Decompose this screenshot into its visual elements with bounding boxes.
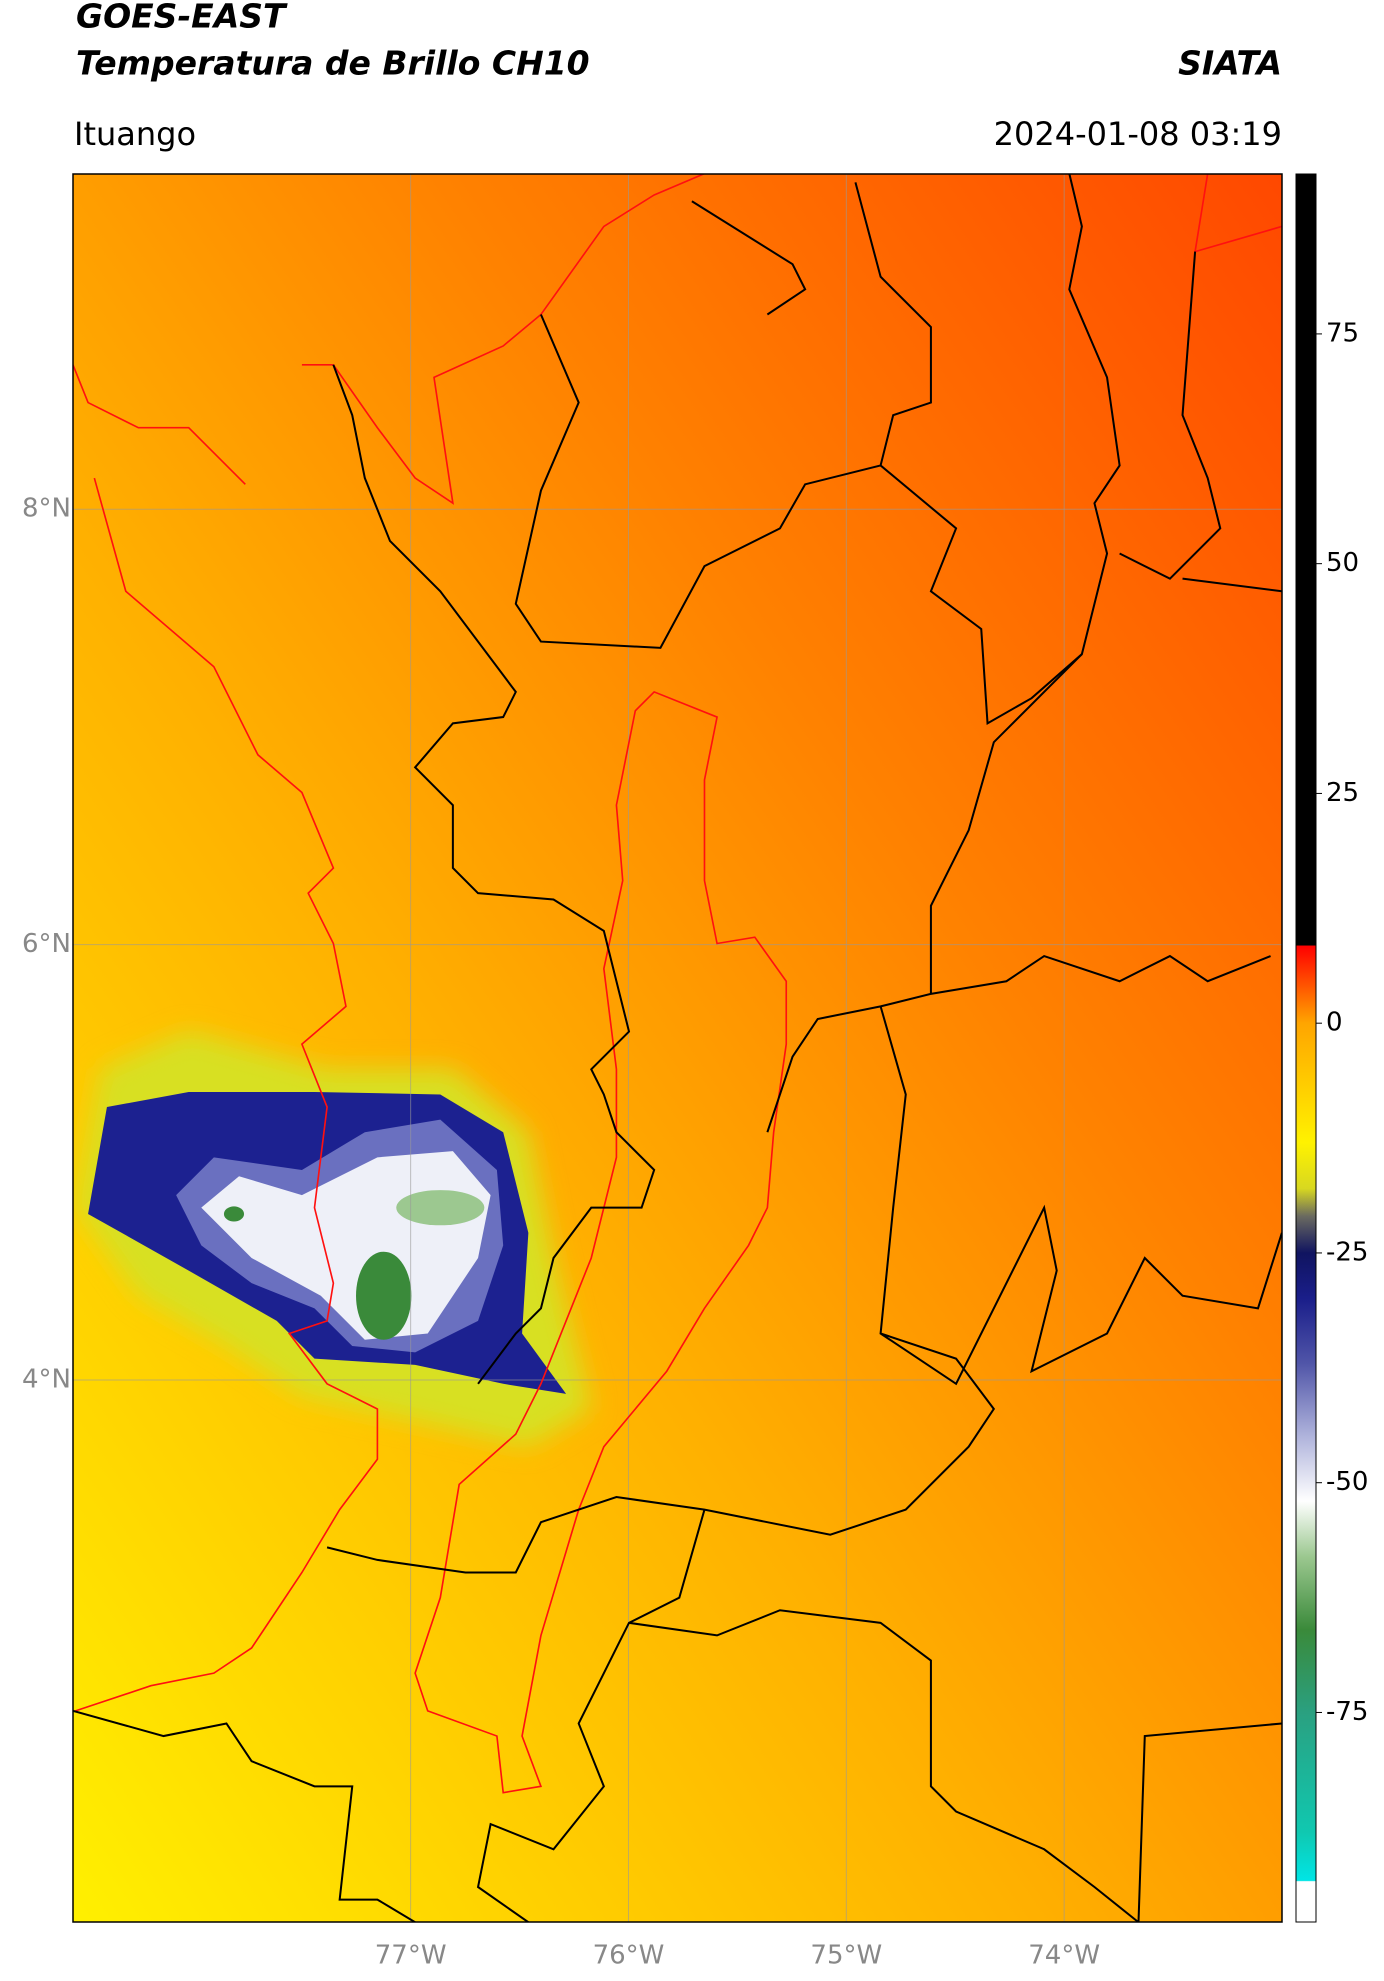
satellite-title: GOES-EAST xyxy=(76,0,288,36)
x-tick-label: 75°W xyxy=(810,1941,882,1971)
map xyxy=(73,174,1282,1922)
region: Ituango xyxy=(74,115,196,153)
borders xyxy=(73,174,1282,1922)
colorbar-tick-label: 75 xyxy=(1326,318,1359,348)
colorbar-tick-label: 50 xyxy=(1326,548,1359,578)
x-tick-label: 76°W xyxy=(593,1941,665,1971)
cloud-coldest xyxy=(396,1190,485,1226)
grid xyxy=(73,174,1282,1922)
product-title: Temperatura de Brillo CH10 xyxy=(76,44,590,83)
y-tick-label: 8°N xyxy=(22,494,71,524)
colorbar xyxy=(1295,173,1317,1923)
x-tick-label: 77°W xyxy=(375,1941,447,1971)
colorbar-tick-label: -25 xyxy=(1326,1237,1368,1267)
map-background xyxy=(73,174,1282,1922)
cloud-coldest xyxy=(223,1206,245,1222)
colorbar-tick-label: 0 xyxy=(1326,1008,1343,1038)
cloud xyxy=(75,1031,592,1447)
x-tick-label: 74°W xyxy=(1028,1941,1100,1971)
colorbar-tick-label: 25 xyxy=(1326,778,1359,808)
datetime: 2024-01-08 03:19 xyxy=(994,115,1282,153)
map-frame xyxy=(72,173,1283,1923)
cloud-coldest xyxy=(356,1251,412,1340)
colorbar-tick-label: -75 xyxy=(1326,1697,1368,1727)
colorbar-tick-label: -50 xyxy=(1326,1467,1368,1497)
y-tick-label: 6°N xyxy=(22,929,71,959)
y-tick-label: 4°N xyxy=(22,1364,71,1394)
agency: SIATA xyxy=(1178,44,1282,83)
